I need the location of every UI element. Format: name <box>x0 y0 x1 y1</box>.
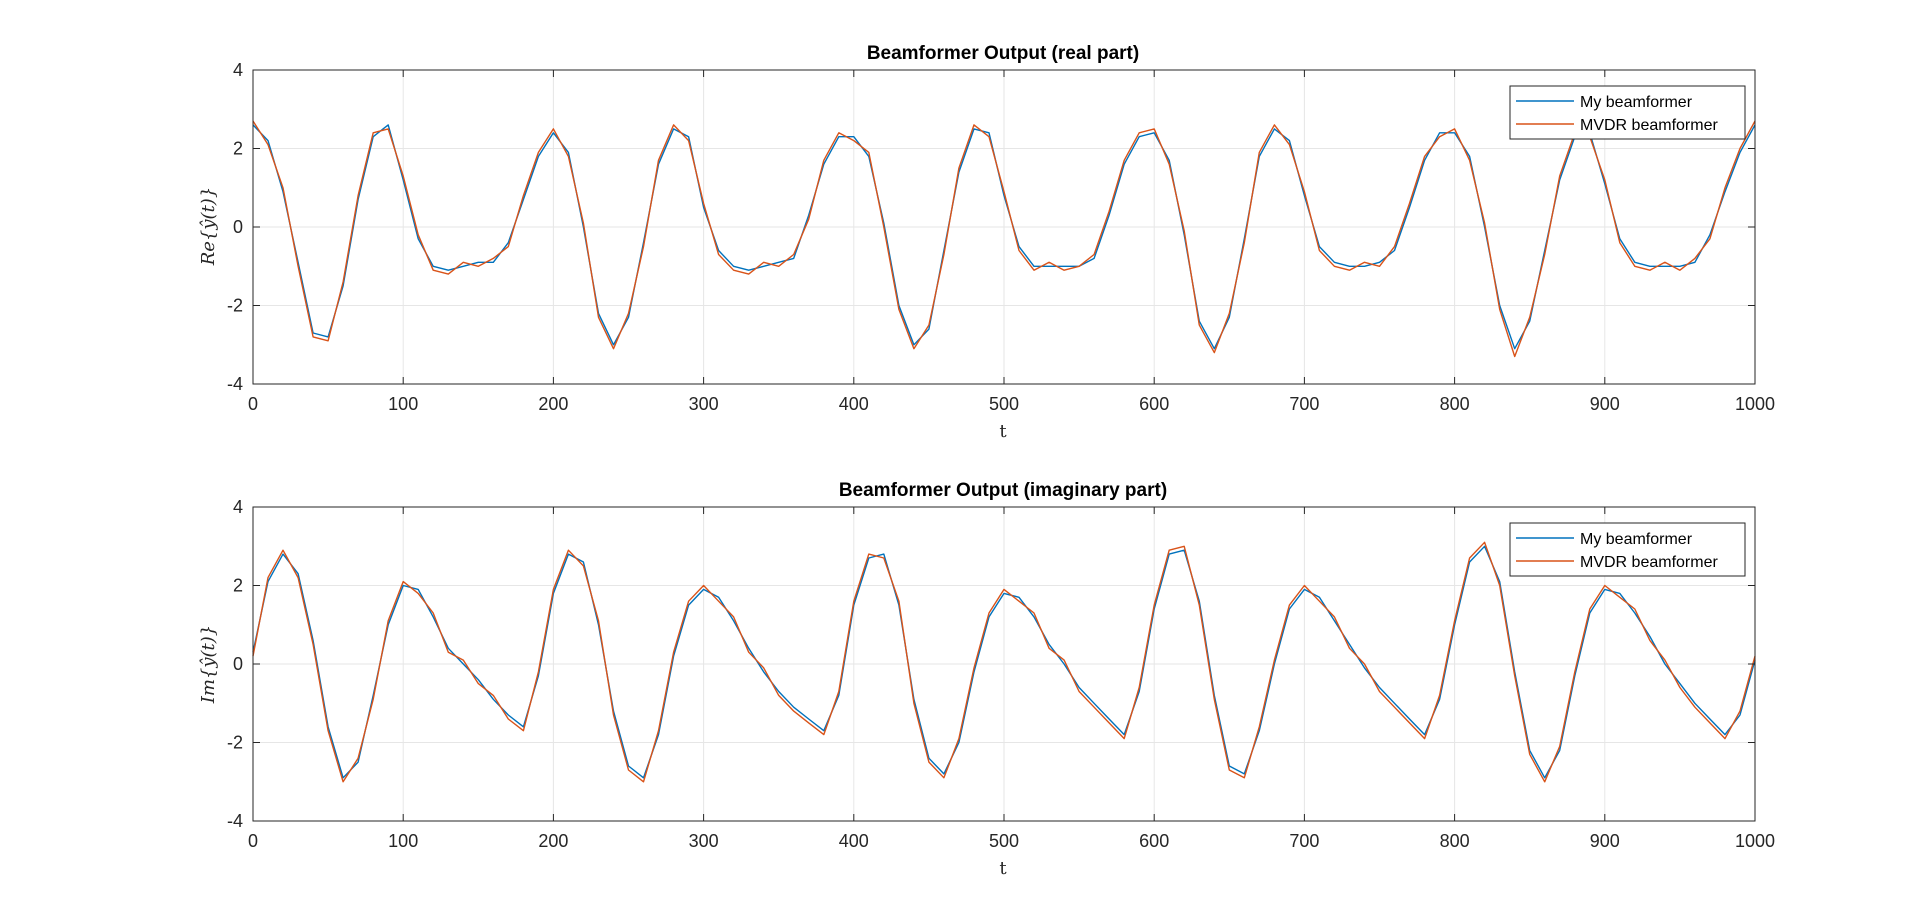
real-part-plot: Beamformer Output (real part) t Re{ŷ(t)}… <box>198 43 1775 442</box>
y-axis-label: Im{ŷ(t)} <box>198 625 219 705</box>
legend-label: My beamformer <box>1580 531 1693 548</box>
x-tick-label: 700 <box>1289 394 1319 414</box>
y-tick-label: 4 <box>233 497 243 517</box>
y-tick-label: -2 <box>227 296 243 316</box>
y-tick-label: -4 <box>227 374 243 394</box>
x-tick-label: 200 <box>538 831 568 851</box>
x-tick-label: 800 <box>1440 831 1470 851</box>
x-tick-label: 300 <box>689 831 719 851</box>
y-tick-label: 0 <box>233 654 243 674</box>
x-tick-label: 500 <box>989 394 1019 414</box>
x-axis-label: t <box>999 858 1007 879</box>
series-line <box>252 124 1756 350</box>
legend-box <box>1509 522 1746 577</box>
y-tick-label: 2 <box>233 139 243 159</box>
x-tick-label: 100 <box>388 394 418 414</box>
x-tick-label: 0 <box>248 831 258 851</box>
y-tick-label: 0 <box>233 217 243 237</box>
y-axis-label: Re{ŷ(t)} <box>198 187 219 267</box>
x-tick-label: 500 <box>989 831 1019 851</box>
legend: My beamformer MVDR beamformer <box>1509 85 1746 140</box>
series-line <box>252 541 1756 783</box>
x-tick-label: 300 <box>689 394 719 414</box>
y-tick-label: 2 <box>233 576 243 596</box>
x-tick-label: 800 <box>1440 394 1470 414</box>
legend-box <box>1509 85 1746 140</box>
legend-label: My beamformer <box>1580 94 1693 111</box>
x-tick-label: 600 <box>1139 831 1169 851</box>
x-axis-label: t <box>999 421 1007 442</box>
x-tick-label: 600 <box>1139 394 1169 414</box>
series-line <box>252 120 1756 358</box>
x-tick-label: 100 <box>388 831 418 851</box>
x-tick-label: 1000 <box>1735 394 1775 414</box>
plot-title: Beamformer Output (real part) <box>867 43 1139 64</box>
imaginary-part-plot: Beamformer Output (imaginary part) t Im{… <box>198 480 1775 879</box>
x-tick-label: 700 <box>1289 831 1319 851</box>
y-tick-label: -4 <box>227 811 243 831</box>
x-tick-label: 200 <box>538 394 568 414</box>
x-tick-label: 400 <box>839 831 869 851</box>
legend-label: MVDR beamformer <box>1580 117 1718 134</box>
y-tick-label: -2 <box>227 733 243 753</box>
y-tick-label: 4 <box>233 60 243 80</box>
legend-label: MVDR beamformer <box>1580 554 1718 571</box>
x-tick-label: 400 <box>839 394 869 414</box>
x-tick-label: 900 <box>1590 831 1620 851</box>
plot-title: Beamformer Output (imaginary part) <box>839 480 1167 501</box>
x-tick-label: 1000 <box>1735 831 1775 851</box>
x-tick-label: 0 <box>248 394 258 414</box>
x-tick-label: 900 <box>1590 394 1620 414</box>
legend: My beamformer MVDR beamformer <box>1509 522 1746 577</box>
